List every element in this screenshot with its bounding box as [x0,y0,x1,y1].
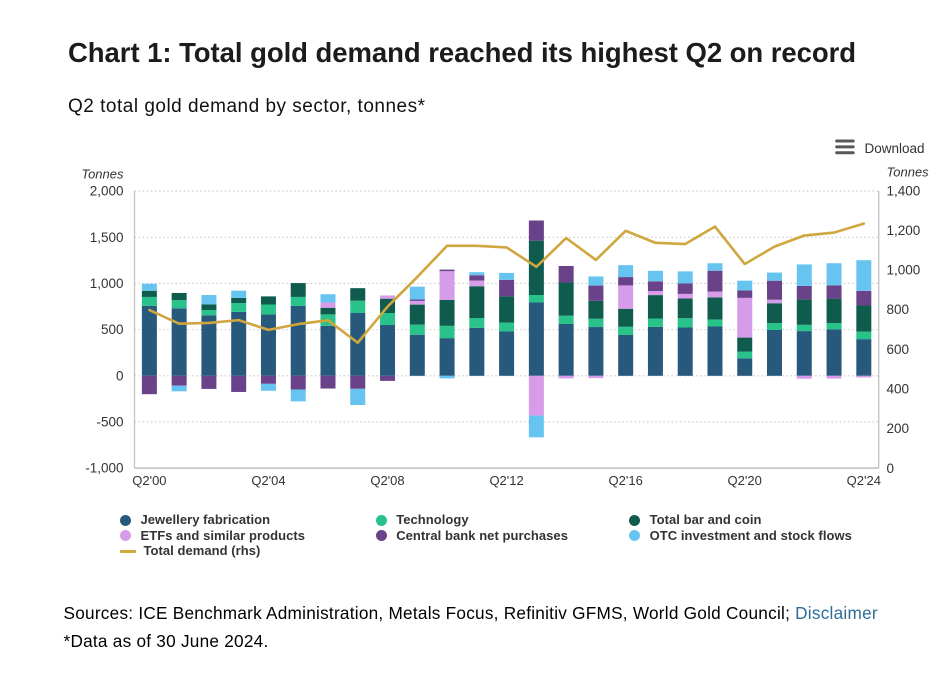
svg-text:Q2'00: Q2'00 [132,473,166,488]
svg-text:-1,000: -1,000 [85,461,123,476]
svg-text:800: 800 [887,302,910,317]
svg-text:Download: Download [865,141,925,156]
svg-text:Q2'20: Q2'20 [728,473,762,488]
svg-text:0: 0 [116,368,124,383]
svg-text:Q2'08: Q2'08 [370,473,404,488]
svg-text:Tonnes: Tonnes [887,165,930,180]
svg-text:Q2'16: Q2'16 [609,473,643,488]
svg-text:600: 600 [887,342,910,357]
svg-text:Q2'24: Q2'24 [847,473,881,488]
svg-text:1,000: 1,000 [90,276,124,291]
svg-text:1,000: 1,000 [887,263,921,278]
svg-text:1,200: 1,200 [887,223,921,238]
svg-text:-500: -500 [96,415,123,430]
svg-text:200: 200 [887,421,910,436]
svg-text:500: 500 [101,322,124,337]
svg-text:1,500: 1,500 [90,230,124,245]
svg-text:400: 400 [887,382,910,397]
svg-text:1,400: 1,400 [887,183,921,198]
svg-text:2,000: 2,000 [90,184,124,199]
svg-text:0: 0 [887,461,895,476]
svg-text:Q2'12: Q2'12 [489,473,523,488]
svg-text:Q2'04: Q2'04 [251,473,285,488]
svg-text:Tonnes: Tonnes [81,167,124,182]
